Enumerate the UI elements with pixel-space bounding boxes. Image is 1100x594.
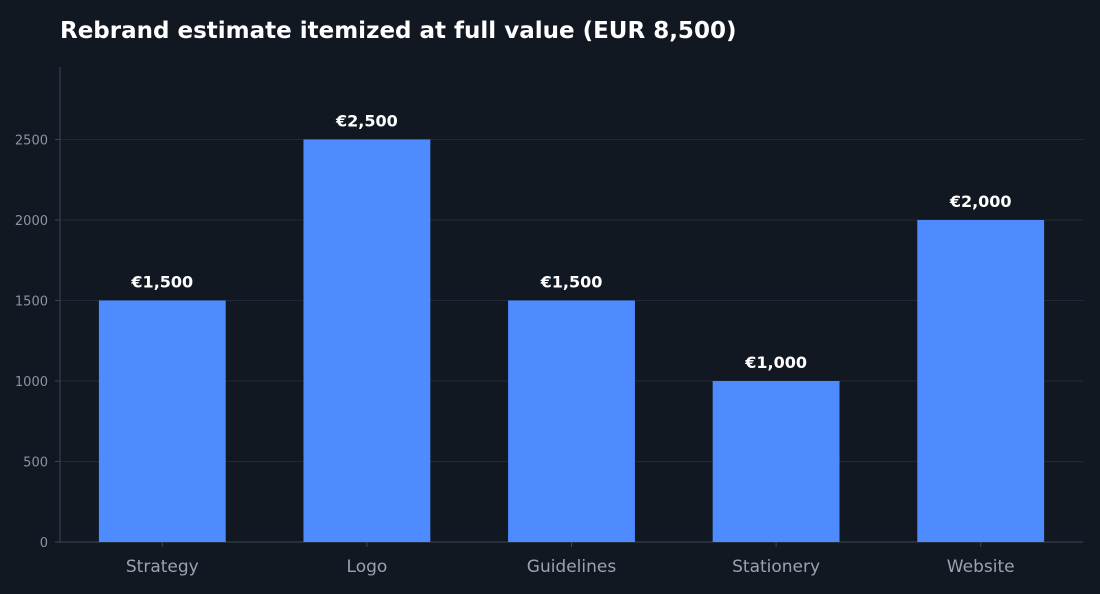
- data-label: €1,500: [540, 272, 603, 291]
- x-tick-label: Strategy: [126, 557, 199, 577]
- y-tick-label: 1500: [15, 294, 48, 309]
- data-label: €2,000: [949, 192, 1012, 211]
- x-tick-label: Guidelines: [527, 557, 617, 577]
- y-tick-label: 500: [23, 455, 48, 470]
- bar-guidelines: [508, 300, 635, 542]
- y-tick-label: 2000: [15, 214, 48, 229]
- data-label: €1,500: [130, 272, 193, 291]
- chart-title: Rebrand estimate itemized at full value …: [60, 18, 737, 44]
- data-label: €1,000: [744, 353, 807, 372]
- y-tick-label: 0: [40, 536, 48, 551]
- bar-logo: [303, 139, 431, 542]
- data-label: €2,500: [335, 111, 398, 130]
- x-tick-label: Website: [947, 557, 1015, 577]
- y-tick-label: 2500: [15, 133, 48, 148]
- x-tick-label: Logo: [347, 557, 388, 577]
- bar-strategy: [98, 300, 226, 542]
- y-tick-label: 1000: [15, 375, 48, 390]
- x-tick-label: Stationery: [732, 557, 820, 577]
- bar-stationery: [712, 380, 840, 542]
- bar-website: [917, 219, 1045, 542]
